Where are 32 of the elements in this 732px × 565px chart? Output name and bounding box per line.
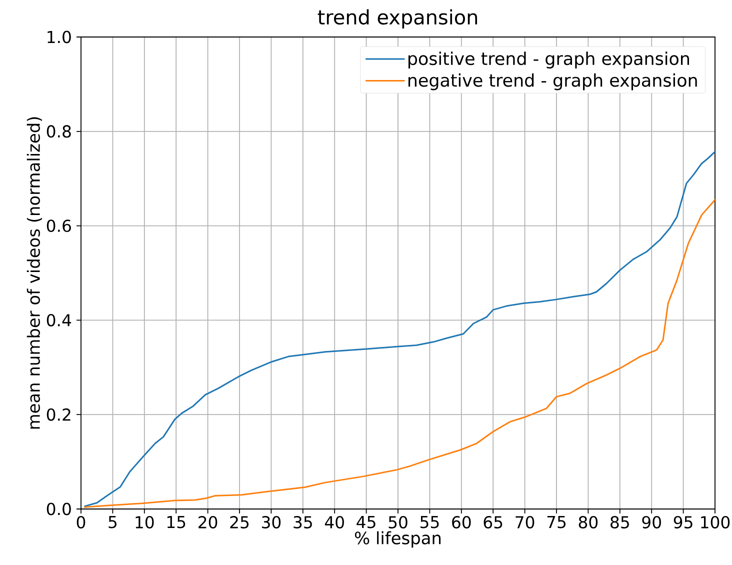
y-tick-label: 1.0	[48, 30, 71, 44]
x-tick-label: 90	[642, 516, 661, 528]
x-tick-label: 45	[356, 516, 376, 528]
x-tick-label: 60	[452, 516, 471, 528]
x-tick-label: 20	[198, 516, 218, 528]
x-tick-label: 70	[516, 516, 534, 528]
x-tick-label: 100	[701, 516, 730, 528]
x-tick-label: 40	[324, 516, 344, 528]
x-tick-label: 55	[420, 516, 439, 528]
legend-label: negative trend - graph expansion	[408, 73, 697, 90]
x-tick-label: 15	[167, 516, 186, 528]
x-tick-label: 65	[484, 516, 502, 528]
x-tick-label: 50	[388, 516, 408, 528]
x-tick-label: 5	[108, 516, 116, 528]
y-tick-label: 0.8	[46, 125, 71, 138]
y-tick-label: 0.4	[46, 314, 72, 326]
x-tick-label: 25	[230, 516, 249, 528]
y-tick-label: 0.0	[46, 502, 71, 516]
legend-label: positive trend - graph expansion	[408, 52, 689, 68]
x-tick-label: 30	[262, 516, 281, 528]
x-tick-label: 80	[578, 516, 598, 528]
y-axis-title: mean number of videos (normalized)	[26, 117, 42, 429]
x-tick-label: 95	[674, 516, 692, 528]
x-tick-label: 85	[610, 516, 629, 528]
y-tick-label: 0.6	[46, 220, 71, 232]
x-tick-label: 10	[136, 516, 154, 528]
x-tick-label: 75	[547, 516, 566, 528]
x-axis-title: % lifespan	[354, 531, 441, 548]
chart-title: trend expansion	[318, 9, 478, 28]
x-tick-label: 35	[294, 516, 312, 528]
x-tick-label: 0	[76, 516, 86, 528]
y-tick-label: 0.2	[46, 408, 70, 421]
